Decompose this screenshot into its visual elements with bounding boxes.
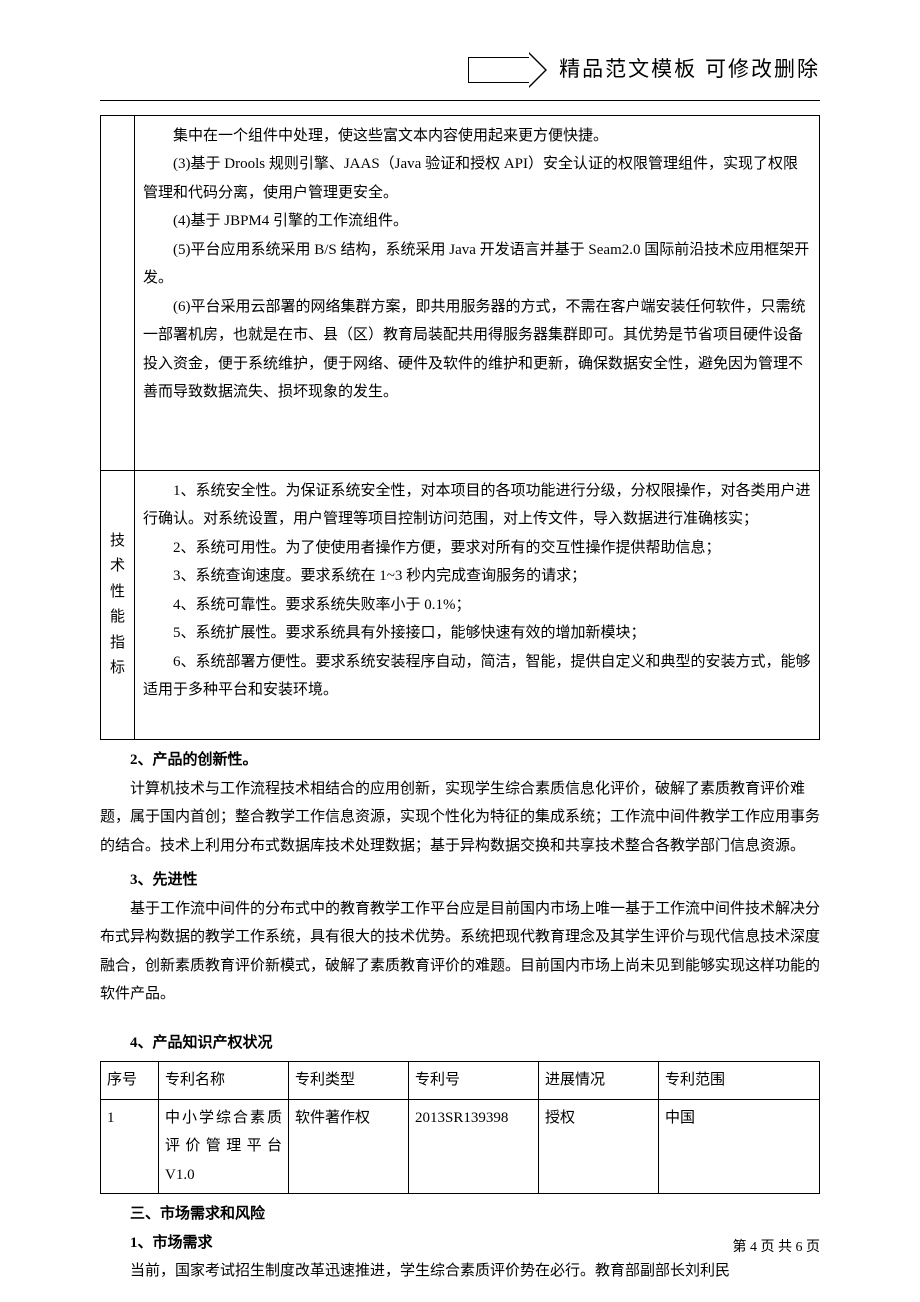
spec-row1-content: 集中在一个组件中处理，使这些富文本内容使用起来更方便快捷。 (3)基于 Droo… [135, 115, 820, 470]
ip-cell: 中国 [659, 1099, 820, 1194]
content-paragraph: 2、系统可用性。为了使使用者操作方便，要求对所有的交互性操作提供帮助信息； [143, 534, 811, 563]
page-footer: 第 4 页 共 6 页 [733, 1235, 821, 1262]
ip-header-cell: 专利名称 [159, 1062, 289, 1100]
ip-name-line: 评价管理平台 [165, 1132, 282, 1161]
footer-total-pages: 6 [796, 1240, 803, 1255]
section-subheading: 1、市场需求 [100, 1229, 820, 1258]
ip-header-cell: 专利类型 [289, 1062, 409, 1100]
label-char: 技 [103, 529, 132, 555]
section-body: 计算机技术与工作流程技术相结合的应用创新，实现学生综合素质信息化评价，破解了素质… [100, 775, 820, 861]
content-paragraph: 4、系统可靠性。要求系统失败率小于 0.1%； [143, 591, 811, 620]
section-body: 当前，国家考试招生制度改革迅速推进，学生综合素质评价势在必行。教育部副部长刘利民 [100, 1257, 820, 1286]
footer-mid: 页 共 [757, 1240, 796, 1255]
arrow-icon [468, 52, 547, 88]
section-body: 基于工作流中间件的分布式中的教育教学工作平台应是目前国内市场上唯一基于工作流中间… [100, 895, 820, 1009]
table-row: 技 术 性 能 指 标 1、系统安全性。为保证系统安全性，对本项目的各项功能进行… [101, 470, 820, 740]
ip-table-row: 1 中小学综合素质 评价管理平台 V1.0 软件著作权 2013SR139398… [101, 1099, 820, 1194]
label-char: 指 [103, 631, 132, 657]
content-paragraph: 6、系统部署方便性。要求系统安装程序自动，简洁，智能，提供自定义和典型的安装方式… [143, 648, 811, 705]
content-paragraph: 3、系统查询速度。要求系统在 1~3 秒内完成查询服务的请求； [143, 562, 811, 591]
section-heading: 4、产品知识产权状况 [100, 1029, 820, 1058]
ip-name-line: V1.0 [165, 1161, 282, 1190]
section-innovation: 2、产品的创新性。 计算机技术与工作流程技术相结合的应用创新，实现学生综合素质信… [100, 746, 820, 860]
spec-row1-label [101, 115, 135, 470]
section-advanced: 3、先进性 基于工作流中间件的分布式中的教育教学工作平台应是目前国内市场上唯一基… [100, 866, 820, 1009]
footer-prefix: 第 [733, 1240, 751, 1255]
section-ip: 4、产品知识产权状况 [100, 1029, 820, 1058]
section-heading: 2、产品的创新性。 [100, 746, 820, 775]
spec-table: 集中在一个组件中处理，使这些富文本内容使用起来更方便快捷。 (3)基于 Droo… [100, 115, 820, 741]
ip-table-header-row: 序号 专利名称 专利类型 专利号 进展情况 专利范围 [101, 1062, 820, 1100]
label-char: 性 [103, 580, 132, 606]
page-header: 精品范文模板 可修改删除 [100, 50, 820, 90]
content-paragraph: (4)基于 JBPM4 引擎的工作流组件。 [143, 207, 811, 236]
label-char: 标 [103, 656, 132, 682]
label-char: 术 [103, 554, 132, 580]
ip-header-cell: 进展情况 [539, 1062, 659, 1100]
ip-name-line: 中小学综合素质 [165, 1104, 282, 1133]
ip-table: 序号 专利名称 专利类型 专利号 进展情况 专利范围 1 中小学综合素质 评价管… [100, 1061, 820, 1194]
table-row: 集中在一个组件中处理，使这些富文本内容使用起来更方便快捷。 (3)基于 Droo… [101, 115, 820, 470]
ip-cell: 2013SR139398 [409, 1099, 539, 1194]
content-paragraph: (6)平台采用云部署的网络集群方案，即共用服务器的方式，不需在客户端安装任何软件… [143, 293, 811, 407]
content-paragraph: 5、系统扩展性。要求系统具有外接接口，能够快速有效的增加新模块； [143, 619, 811, 648]
footer-current-page: 4 [750, 1240, 757, 1255]
content-paragraph: (3)基于 Drools 规则引擎、JAAS（Java 验证和授权 API）安全… [143, 150, 811, 207]
spec-row2-content: 1、系统安全性。为保证系统安全性，对本项目的各项功能进行分级，分权限操作，对各类… [135, 470, 820, 740]
section-market: 三、市场需求和风险 1、市场需求 当前，国家考试招生制度改革迅速推进，学生综合素… [100, 1200, 820, 1286]
content-paragraph: 1、系统安全性。为保证系统安全性，对本项目的各项功能进行分级，分权限操作，对各类… [143, 477, 811, 534]
content-paragraph: (5)平台应用系统采用 B/S 结构，系统采用 Java 开发语言并基于 Sea… [143, 236, 811, 293]
ip-cell: 软件著作权 [289, 1099, 409, 1194]
ip-cell: 中小学综合素质 评价管理平台 V1.0 [159, 1099, 289, 1194]
ip-header-cell: 序号 [101, 1062, 159, 1100]
header-divider [100, 100, 820, 101]
section-heading: 三、市场需求和风险 [100, 1200, 820, 1229]
label-char: 能 [103, 605, 132, 631]
content-paragraph: 集中在一个组件中处理，使这些富文本内容使用起来更方便快捷。 [143, 122, 811, 151]
ip-cell: 授权 [539, 1099, 659, 1194]
ip-cell: 1 [101, 1099, 159, 1194]
ip-header-cell: 专利号 [409, 1062, 539, 1100]
section-heading: 3、先进性 [100, 866, 820, 895]
footer-suffix: 页 [803, 1240, 821, 1255]
spec-row2-label: 技 术 性 能 指 标 [101, 470, 135, 740]
header-title: 精品范文模板 可修改删除 [559, 50, 820, 90]
ip-header-cell: 专利范围 [659, 1062, 820, 1100]
